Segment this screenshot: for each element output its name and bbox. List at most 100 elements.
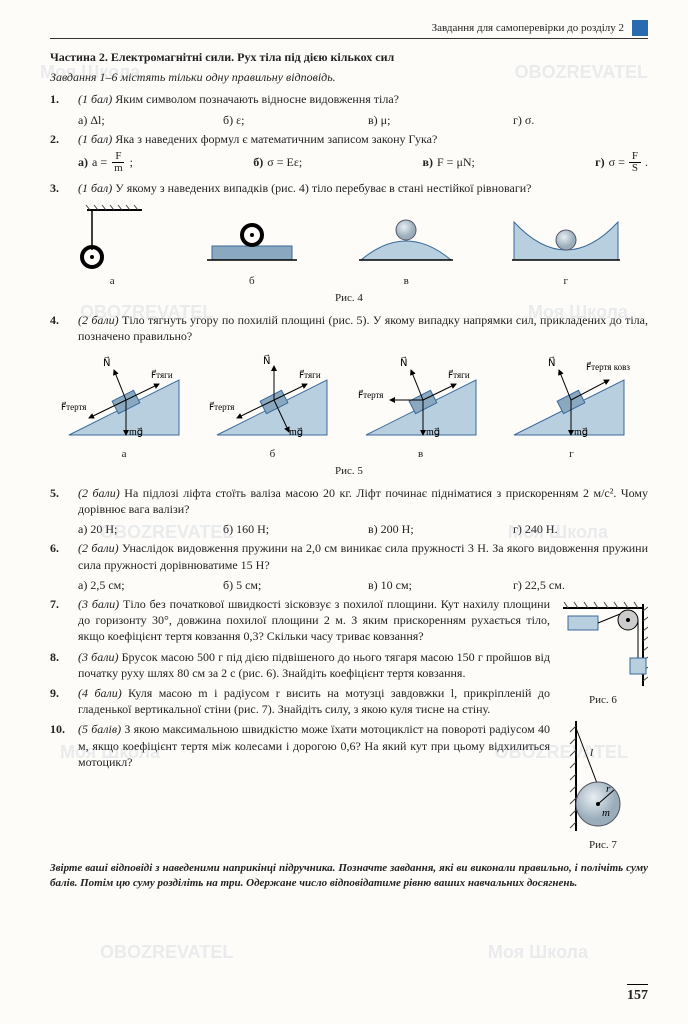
fig4-g: г xyxy=(506,202,626,289)
svg-text:F⃗тертя: F⃗тертя xyxy=(358,390,383,401)
question-5: 5. (2 бали) На підлозі ліфта стоїть валі… xyxy=(50,485,648,517)
option-g: г) 22,5 см. xyxy=(513,577,648,593)
figure-4-row: а б в xyxy=(50,202,648,289)
points-badge: (3 бали) xyxy=(78,597,119,611)
question-text: Тіло тягнуть угору по похилій площині (р… xyxy=(78,313,648,343)
question-7: 7. (3 бали) Тіло без початкової швидкост… xyxy=(50,596,550,645)
formula-lhs: a = xyxy=(92,154,107,170)
svg-text:mg⃗: mg⃗ xyxy=(289,427,303,438)
fig-label: а xyxy=(59,447,189,462)
options-row: а) 20 Н; б) 160 Н; в) 200 Н; г) 240 Н. xyxy=(78,521,648,537)
formula-suffix: . xyxy=(645,154,648,170)
option-a: а) 2,5 см; xyxy=(78,577,213,593)
question-2: 2. (1 бал) Яка з наведених формул є мате… xyxy=(50,131,648,147)
option-b: б) 5 см; xyxy=(223,577,358,593)
fig4-a: а xyxy=(72,202,152,289)
fig-label: в xyxy=(356,447,486,462)
option-v: в) 200 Н; xyxy=(368,521,503,537)
fig4-v: в xyxy=(351,202,461,289)
points-badge: (4 бали) xyxy=(78,686,122,700)
svg-text:F⃗тертя ковз: F⃗тертя ковз xyxy=(586,362,630,373)
incline-forces-icon: N⃗ F⃗тяги F⃗тертя mg⃗ xyxy=(59,350,189,445)
question-number: 8. xyxy=(50,649,70,681)
opt-label: г) xyxy=(595,154,604,170)
opt-label: а) xyxy=(78,154,88,170)
points-badge: (1 бал) xyxy=(78,92,112,106)
svg-text:N⃗: N⃗ xyxy=(103,356,110,369)
running-header: Завдання для самоперевірки до розділу 2 xyxy=(50,20,648,39)
fig5-b: N⃗ F⃗тяги F⃗тертя mg⃗ б xyxy=(207,350,337,462)
question-6: 6. (2 бали) Унаслідок видовження пружини… xyxy=(50,540,648,572)
fig-label: б xyxy=(197,274,307,289)
figure-5-caption: Рис. 5 xyxy=(50,464,648,479)
svg-text:F⃗тяги: F⃗тяги xyxy=(299,370,321,381)
fraction: F S xyxy=(629,151,641,174)
svg-text:F⃗тертя: F⃗тертя xyxy=(61,402,86,413)
opt-label: в) xyxy=(423,154,433,170)
incline-forces-icon: N⃗ F⃗тертя ковз mg⃗ xyxy=(504,350,639,445)
question-1: 1. (1 бал) Яким символом позначають відн… xyxy=(50,91,648,107)
figure-7-caption: Рис. 7 xyxy=(558,838,648,853)
incline-forces-icon: N⃗ F⃗тяги F⃗тертя mg⃗ xyxy=(207,350,337,445)
question-number: 5. xyxy=(50,485,70,517)
svg-text:N⃗: N⃗ xyxy=(548,356,555,369)
question-9: 9. (4 бали) Куля масою m і радіусом r ви… xyxy=(50,685,550,717)
equilibrium-hill-icon xyxy=(351,202,461,272)
options-row: а) Δl; б) ε; в) μ; г) σ. xyxy=(78,112,648,128)
question-text: Брусок масою 500 г під дією підвішеного … xyxy=(78,650,550,680)
points-badge: (2 бали) xyxy=(78,313,119,327)
option-v: в) 10 см; xyxy=(368,577,503,593)
svg-text:N⃗: N⃗ xyxy=(400,356,407,369)
formula-lhs: σ = xyxy=(609,154,625,170)
question-text: Тіло без початкової швидкості зісковзує … xyxy=(78,597,550,643)
question-3: 3. (1 бал) У якому з наведених випадків … xyxy=(50,180,648,196)
denominator: S xyxy=(629,163,641,174)
fig5-v: N⃗ F⃗тяги F⃗тертя mg⃗ в xyxy=(356,350,486,462)
fig-label: г xyxy=(504,447,639,462)
pulley-system-icon xyxy=(558,596,648,691)
points-badge: (1 бал) xyxy=(78,132,112,146)
figure-6-caption: Рис. 6 xyxy=(558,693,648,708)
question-4: 4. (2 бали) Тіло тягнуть угору по похилі… xyxy=(50,312,648,344)
formula-v: в) F = μN; xyxy=(423,151,475,174)
fig4-b: б xyxy=(197,202,307,289)
points-badge: (3 бали) xyxy=(78,650,118,664)
question-number: 7. xyxy=(50,596,70,645)
option-b: б) 160 Н; xyxy=(223,521,358,537)
fig-label: г xyxy=(506,274,626,289)
svg-text:mg⃗: mg⃗ xyxy=(426,427,440,438)
option-b: б) ε; xyxy=(223,112,358,128)
svg-text:mg⃗: mg⃗ xyxy=(574,427,588,438)
question-8: 8. (3 бали) Брусок масою 500 г під дією … xyxy=(50,649,550,681)
question-number: 10. xyxy=(50,721,70,770)
watermark: Моя Школа xyxy=(488,940,588,964)
fig5-a: N⃗ F⃗тяги F⃗тертя mg⃗ а xyxy=(59,350,189,462)
formula-options: а) a = F m ; б) σ = Eε; в) F = μN; г) σ … xyxy=(78,151,648,174)
fraction: F m xyxy=(111,151,126,174)
question-text: Яким символом позначають відносне видовж… xyxy=(115,92,399,106)
points-badge: (1 бал) xyxy=(78,181,112,195)
option-g: г) 240 Н. xyxy=(513,521,648,537)
running-title: Завдання для самоперевірки до розділу 2 xyxy=(432,21,624,36)
question-text: На підлозі ліфта стоїть валіза масою 20 … xyxy=(78,486,648,516)
incline-forces-icon: N⃗ F⃗тяги F⃗тертя mg⃗ xyxy=(356,350,486,445)
svg-text:F⃗тертя: F⃗тертя xyxy=(209,402,234,413)
svg-text:mg⃗: mg⃗ xyxy=(129,427,143,438)
svg-text:F⃗тяги: F⃗тяги xyxy=(448,370,470,381)
formula-g: г) σ = F S . xyxy=(595,151,648,174)
equilibrium-valley-icon xyxy=(506,202,626,272)
option-v: в) μ; xyxy=(368,112,503,128)
svg-text:N⃗: N⃗ xyxy=(263,354,270,367)
opt-label: б) xyxy=(253,154,263,170)
options-row: а) 2,5 см; б) 5 см; в) 10 см; г) 22,5 см… xyxy=(78,577,648,593)
formula-expr: σ = Eε; xyxy=(267,154,302,170)
question-text: Куля масою m і радіусом r висить на моту… xyxy=(78,686,550,716)
option-g: г) σ. xyxy=(513,112,648,128)
equilibrium-pendulum-icon xyxy=(72,202,152,272)
formula-suffix: ; xyxy=(130,154,133,170)
points-badge: (5 балів) xyxy=(78,722,121,736)
figure-4-caption: Рис. 4 xyxy=(50,291,648,306)
question-text: З якою максимальною швидкістю може їхати… xyxy=(78,722,550,768)
svg-text:F⃗тяги: F⃗тяги xyxy=(151,370,173,381)
option-a: а) 20 Н; xyxy=(78,521,213,537)
